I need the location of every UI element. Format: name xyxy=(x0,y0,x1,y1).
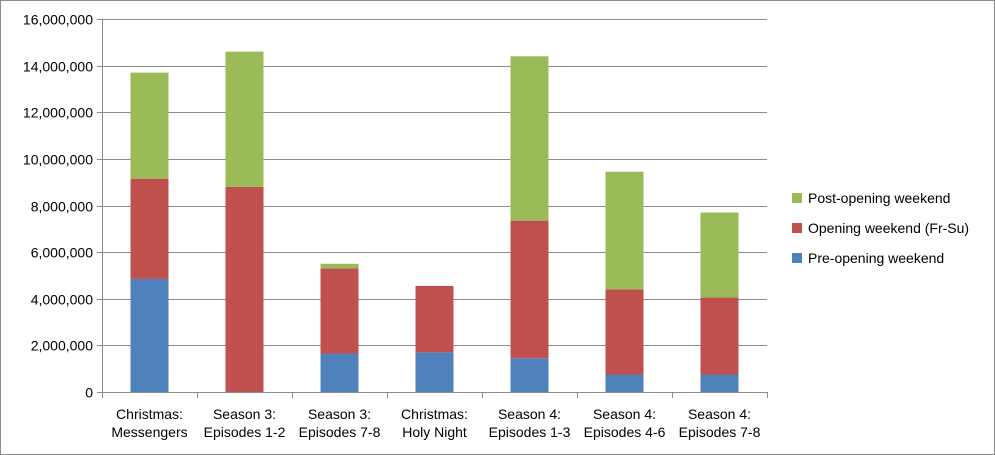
x-tick-label: Christmas: xyxy=(116,406,183,422)
bar-segment xyxy=(700,297,739,375)
bar-segment xyxy=(130,72,169,179)
bar-segment xyxy=(415,285,454,353)
y-tick-label: 0 xyxy=(85,385,93,401)
legend-swatch xyxy=(792,253,802,263)
y-tick-label: 2,000,000 xyxy=(31,338,93,354)
axes: 0 2,000,000 4,000,000 6,000,000 8,000,000 10,… xyxy=(23,12,768,440)
y-tick-label: 12,000,000 xyxy=(23,105,93,121)
x-tick-label: Episodes 7-8 xyxy=(679,424,761,440)
bar-segment xyxy=(510,56,549,221)
x-tick-label: Season 4: xyxy=(593,406,656,422)
bar-segment xyxy=(510,220,549,359)
bar-segment xyxy=(130,278,169,392)
legend-label: Pre-opening weekend xyxy=(808,250,944,266)
legend-swatch xyxy=(792,223,802,233)
legend: Post-opening weekend Opening weekend (Fr-… xyxy=(792,190,969,266)
y-tick-label: 10,000,000 xyxy=(23,152,93,168)
x-tick-label: Season 3: xyxy=(213,406,276,422)
x-tick-label: Season 4: xyxy=(498,406,561,422)
x-tick-label: Episodes 7-8 xyxy=(299,424,381,440)
x-tick-label: Christmas: xyxy=(401,406,468,422)
bar-segment xyxy=(320,268,359,354)
bar-segment xyxy=(700,374,739,392)
x-tick-label: Season 3: xyxy=(308,406,371,422)
bar-segment xyxy=(510,358,549,392)
legend-swatch xyxy=(792,193,802,203)
x-tick-label: Episodes 4-6 xyxy=(584,424,666,440)
y-tick-label: 16,000,000 xyxy=(23,12,93,28)
x-tick-label: Episodes 1-3 xyxy=(489,424,571,440)
bar-segment xyxy=(605,289,644,375)
y-tick-label: 8,000,000 xyxy=(31,199,93,215)
y-tick-label: 14,000,000 xyxy=(23,59,93,75)
bar-segment xyxy=(320,353,359,392)
legend-label: Opening weekend (Fr-Su) xyxy=(808,220,969,236)
y-tick-label: 6,000,000 xyxy=(31,245,93,261)
bar-segment xyxy=(605,374,644,392)
bar-segment xyxy=(225,186,264,392)
x-tick-label: Episodes 1-2 xyxy=(204,424,286,440)
y-tick-label: 4,000,000 xyxy=(31,292,93,308)
bar-segment xyxy=(320,263,359,269)
x-tick-label: Messengers xyxy=(111,424,187,440)
gridlines xyxy=(102,19,767,346)
bar-segment xyxy=(700,212,739,298)
x-tick-label: Season 4: xyxy=(688,406,751,422)
bars xyxy=(130,51,739,392)
bar-segment xyxy=(225,51,264,187)
legend-label: Post-opening weekend xyxy=(808,190,950,206)
bar-segment xyxy=(415,352,454,392)
bar-segment xyxy=(130,178,169,279)
bar-segment xyxy=(605,171,644,290)
x-tick-label: Holy Night xyxy=(402,424,467,440)
